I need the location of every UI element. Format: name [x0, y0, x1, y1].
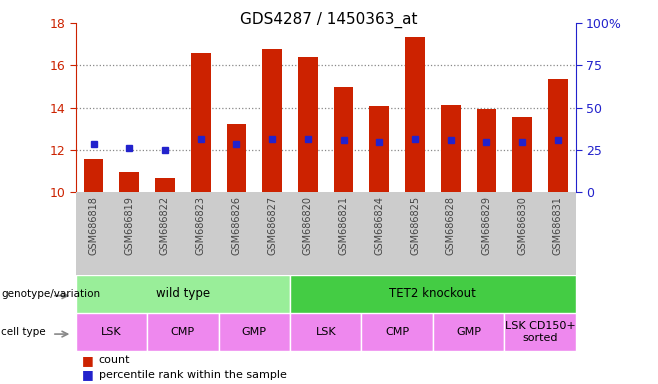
Bar — [120, 172, 139, 192]
Bar — [370, 106, 389, 192]
Text: GSM686825: GSM686825 — [410, 196, 420, 255]
Text: genotype/variation: genotype/variation — [1, 289, 101, 299]
Text: ■: ■ — [82, 368, 94, 381]
Text: GSM686818: GSM686818 — [89, 196, 99, 255]
Text: GSM686821: GSM686821 — [339, 196, 349, 255]
Bar — [218, 313, 290, 351]
Bar — [476, 109, 496, 192]
Text: GSM686822: GSM686822 — [160, 196, 170, 255]
Bar — [226, 124, 246, 192]
Text: CMP: CMP — [385, 327, 409, 337]
Bar — [263, 50, 282, 192]
Bar — [433, 313, 504, 351]
Text: LSK: LSK — [315, 327, 336, 337]
Text: LSK CD150+
sorted: LSK CD150+ sorted — [505, 321, 575, 343]
Text: GSM686819: GSM686819 — [124, 196, 134, 255]
Text: GSM686830: GSM686830 — [517, 196, 527, 255]
Bar — [361, 313, 433, 351]
Text: GMP: GMP — [456, 327, 481, 337]
Text: percentile rank within the sample: percentile rank within the sample — [99, 370, 287, 380]
Bar — [504, 313, 576, 351]
Text: wild type: wild type — [156, 287, 210, 300]
Bar — [548, 79, 568, 192]
Text: cell type: cell type — [1, 327, 46, 337]
Text: GSM686826: GSM686826 — [232, 196, 241, 255]
Text: count: count — [99, 356, 130, 366]
Bar — [76, 313, 147, 351]
Bar — [191, 53, 211, 192]
Text: GSM686831: GSM686831 — [553, 196, 563, 255]
Text: GSM686828: GSM686828 — [445, 196, 456, 255]
Bar — [155, 178, 175, 192]
Text: TET2 knockout: TET2 knockout — [390, 287, 476, 300]
Text: LSK: LSK — [101, 327, 122, 337]
Text: GMP: GMP — [241, 327, 266, 337]
Bar — [147, 313, 218, 351]
Bar — [441, 106, 461, 192]
Text: ■: ■ — [82, 354, 94, 367]
Bar — [513, 117, 532, 192]
Bar — [334, 88, 353, 192]
Text: GSM686823: GSM686823 — [195, 196, 206, 255]
Text: GSM686827: GSM686827 — [267, 196, 277, 255]
Bar — [290, 313, 361, 351]
Bar — [298, 57, 318, 192]
Bar — [76, 275, 290, 313]
Text: GSM686820: GSM686820 — [303, 196, 313, 255]
Text: GDS4287 / 1450363_at: GDS4287 / 1450363_at — [240, 12, 418, 28]
Text: GSM686829: GSM686829 — [482, 196, 492, 255]
Text: CMP: CMP — [171, 327, 195, 337]
Text: GSM686824: GSM686824 — [374, 196, 384, 255]
Bar — [405, 37, 425, 192]
Bar — [290, 275, 576, 313]
Bar — [84, 159, 103, 192]
